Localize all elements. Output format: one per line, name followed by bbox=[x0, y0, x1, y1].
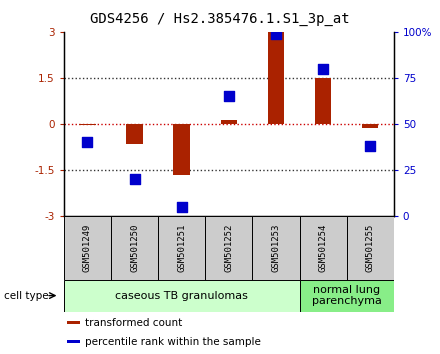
Text: GSM501253: GSM501253 bbox=[271, 224, 280, 272]
Text: transformed count: transformed count bbox=[85, 318, 183, 328]
Text: normal lung
parenchyma: normal lung parenchyma bbox=[312, 285, 381, 307]
Bar bbox=[300, 216, 347, 280]
Bar bbox=[268, 32, 284, 124]
Point bbox=[225, 93, 232, 99]
Bar bbox=[126, 124, 143, 144]
Point bbox=[131, 176, 138, 182]
Bar bbox=[64, 216, 111, 280]
Bar bbox=[205, 216, 253, 280]
Text: GSM501254: GSM501254 bbox=[319, 224, 328, 272]
Text: GSM501250: GSM501250 bbox=[130, 224, 139, 272]
Bar bbox=[64, 280, 300, 312]
Point bbox=[272, 31, 279, 36]
Text: GSM501249: GSM501249 bbox=[83, 224, 92, 272]
Bar bbox=[362, 124, 378, 127]
Point bbox=[178, 204, 185, 210]
Text: GSM501251: GSM501251 bbox=[177, 224, 186, 272]
Bar bbox=[111, 216, 158, 280]
Bar bbox=[220, 120, 237, 124]
Bar bbox=[315, 78, 331, 124]
Bar bbox=[347, 216, 394, 280]
Text: GDS4256 / Hs2.385476.1.S1_3p_at: GDS4256 / Hs2.385476.1.S1_3p_at bbox=[90, 12, 350, 27]
Point bbox=[319, 66, 326, 72]
Text: percentile rank within the sample: percentile rank within the sample bbox=[85, 337, 261, 347]
Bar bbox=[173, 124, 190, 175]
Bar bbox=[158, 216, 205, 280]
Bar bbox=[79, 124, 95, 125]
Point bbox=[84, 139, 91, 145]
Text: caseous TB granulomas: caseous TB granulomas bbox=[115, 291, 248, 301]
Point bbox=[367, 143, 374, 149]
Bar bbox=[67, 321, 81, 324]
Text: GSM501255: GSM501255 bbox=[366, 224, 375, 272]
Bar bbox=[300, 280, 394, 312]
Bar bbox=[67, 340, 81, 343]
Bar bbox=[253, 216, 300, 280]
Text: GSM501252: GSM501252 bbox=[224, 224, 233, 272]
Text: cell type: cell type bbox=[4, 291, 49, 301]
